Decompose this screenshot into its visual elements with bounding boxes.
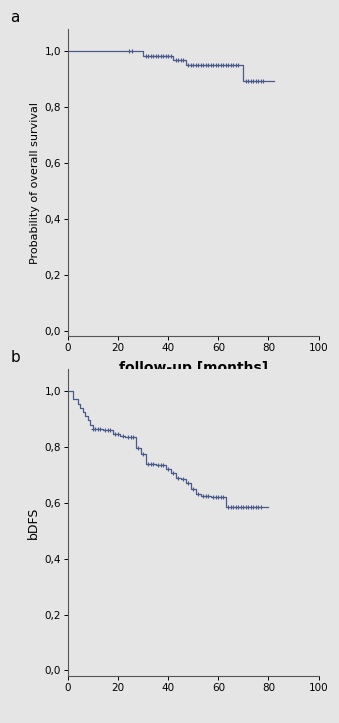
- Text: b: b: [10, 350, 20, 365]
- Y-axis label: Probability of overall survival: Probability of overall survival: [30, 101, 40, 264]
- Text: a: a: [10, 10, 20, 25]
- Y-axis label: bDFS: bDFS: [27, 506, 40, 539]
- X-axis label: follow-up [months]: follow-up [months]: [119, 362, 268, 375]
